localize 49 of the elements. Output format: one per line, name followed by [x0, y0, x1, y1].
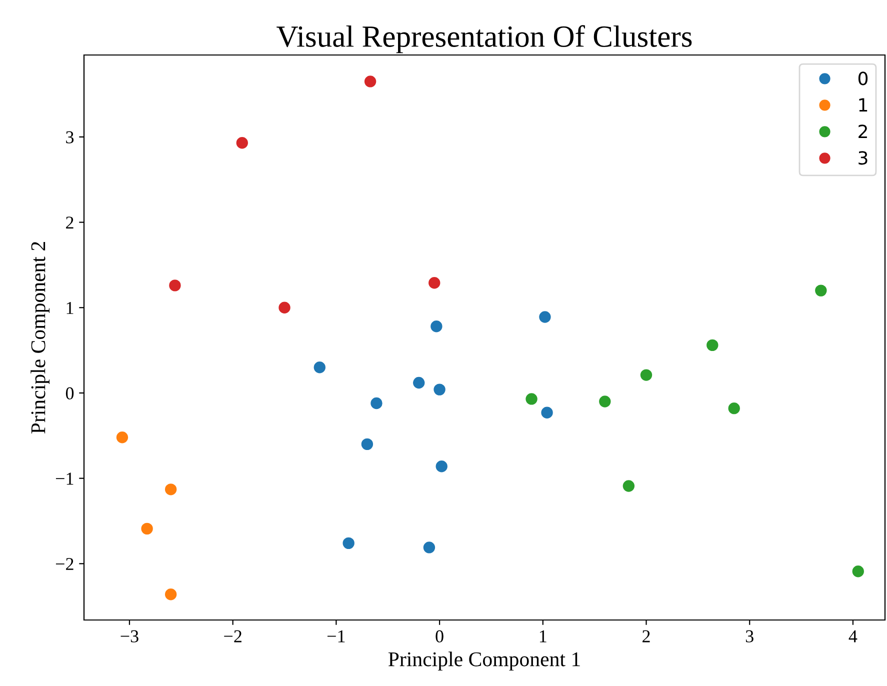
- y-tick-label: −2: [56, 558, 74, 570]
- point: [235, 136, 250, 150]
- point: [598, 394, 612, 408]
- point: [422, 540, 436, 554]
- x-tick-label: 4: [848, 630, 858, 642]
- point: [814, 284, 828, 298]
- y-tick-label: 3: [66, 131, 74, 144]
- legend-label: 3: [858, 151, 868, 165]
- point: [538, 310, 552, 324]
- point: [412, 376, 426, 390]
- x-tick-label: 2: [642, 630, 650, 642]
- y-tick-label: 1: [66, 302, 74, 314]
- point: [312, 360, 327, 374]
- y-tick-label: 2: [66, 216, 74, 229]
- x-tick-label: −1: [327, 630, 345, 642]
- x-tick-label: 0: [436, 630, 444, 642]
- point: [140, 522, 154, 536]
- point: [168, 278, 182, 292]
- chart-title: Visual Representation Of Clusters: [276, 25, 692, 54]
- point: [278, 300, 292, 315]
- point: [639, 368, 654, 382]
- point: [363, 74, 378, 88]
- point: [360, 437, 374, 452]
- point: [705, 338, 720, 352]
- x-tick-label: 1: [540, 630, 546, 642]
- point: [434, 459, 449, 474]
- point: [851, 564, 866, 578]
- x-tick-label: −3: [120, 630, 138, 642]
- point: [427, 276, 442, 290]
- point: [164, 587, 178, 602]
- legend-label: 1: [859, 98, 868, 112]
- x-axis-title: Principle Component 1: [388, 652, 580, 671]
- legend-label: 2: [858, 124, 867, 138]
- point: [622, 479, 636, 493]
- y-tick-label: 0: [66, 387, 74, 400]
- y-tick-label: −1: [56, 472, 74, 485]
- point: [115, 430, 130, 444]
- x-tick-label: −2: [224, 630, 242, 642]
- point: [164, 482, 178, 496]
- point: [429, 319, 444, 334]
- point: [524, 392, 538, 406]
- x-tick-label: 3: [746, 630, 754, 642]
- point: [342, 536, 356, 550]
- point: [370, 396, 384, 410]
- point: [727, 401, 742, 416]
- legend-label: 0: [858, 72, 868, 86]
- point: [540, 406, 554, 420]
- y-axis-title: Principle Component 2: [30, 242, 50, 434]
- point: [432, 382, 446, 397]
